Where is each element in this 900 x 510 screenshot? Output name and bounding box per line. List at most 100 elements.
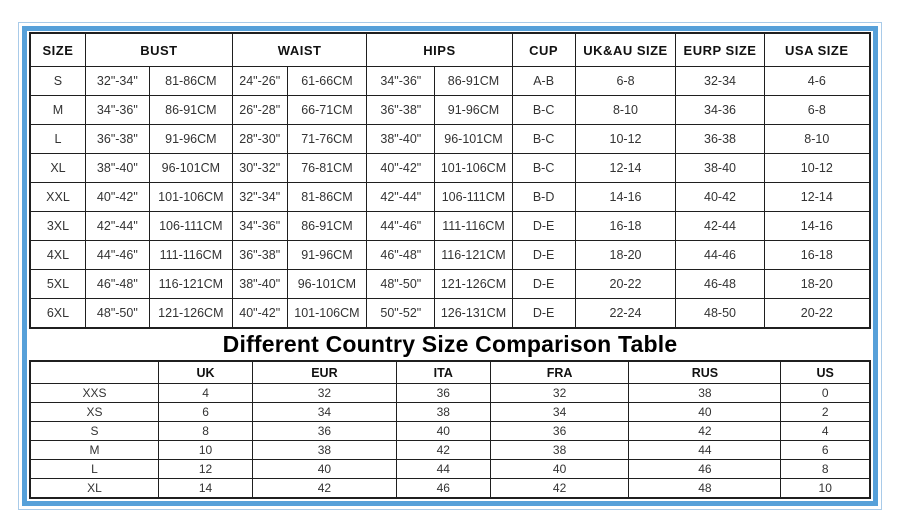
size-chart-row: 5XL 46"-48" 116-121CM 38"-40" 96-101CM 48"-50… bbox=[29, 269, 871, 299]
size-chart-cell: 4XL bbox=[29, 240, 86, 270]
comparison-cell: XS bbox=[29, 402, 160, 422]
size-chart-cell: 6XL bbox=[29, 298, 86, 329]
comparison-header-cell: EUR bbox=[252, 360, 397, 384]
size-chart-cell: XL bbox=[29, 153, 86, 183]
comparison-cell: 36 bbox=[252, 421, 397, 441]
comparison-cell: 46 bbox=[395, 478, 491, 499]
size-chart-cell: 18-20 bbox=[763, 269, 871, 299]
size-chart-cell: 34"-36" bbox=[366, 66, 436, 96]
comparison-cell: 32 bbox=[252, 383, 397, 403]
size-chart-cell: 81-86CM bbox=[148, 66, 233, 96]
size-chart-cell: 32"-34" bbox=[231, 182, 288, 212]
size-chart-cell: 96-101CM bbox=[286, 269, 368, 299]
size-chart-cell: 106-111CM bbox=[148, 211, 233, 241]
size-chart-header-cell: UK&AU SIZE bbox=[574, 32, 677, 67]
size-chart-header-cell: HIPS bbox=[366, 32, 513, 67]
size-chart-cell: 46"-48" bbox=[366, 240, 436, 270]
size-chart-cell: 48-50 bbox=[675, 298, 765, 329]
size-chart-cell: 121-126CM bbox=[148, 298, 233, 329]
size-chart-cell: 22-24 bbox=[574, 298, 677, 329]
size-chart-cell: 4-6 bbox=[763, 66, 871, 96]
size-chart-cell: 36"-38" bbox=[231, 240, 288, 270]
size-chart-row: 3XL 42"-44" 106-111CM 34"-36" 86-91CM 44"-46"… bbox=[29, 211, 871, 241]
size-chart-cell: 12-14 bbox=[574, 153, 677, 183]
size-chart-cell: 71-76CM bbox=[286, 124, 368, 154]
size-chart-cell: 14-16 bbox=[763, 211, 871, 241]
size-chart-cell: 116-121CM bbox=[148, 269, 233, 299]
size-chart-cell: 81-86CM bbox=[286, 182, 368, 212]
size-chart-cell: 6-8 bbox=[763, 95, 871, 125]
comparison-row: M 10 38 42 38 44 6 bbox=[29, 440, 871, 460]
size-chart-cell: 26"-28" bbox=[231, 95, 288, 125]
size-chart-cell: 34"-36" bbox=[84, 95, 150, 125]
size-chart-cell: 16-18 bbox=[574, 211, 677, 241]
size-chart-cell: 34-36 bbox=[675, 95, 765, 125]
size-chart-cell: 3XL bbox=[29, 211, 86, 241]
country-comparison-table: UK EUR ITA FRA RUS US XXS 4 32 36 32 38 0 XS 6 34 38 34 4… bbox=[29, 360, 871, 499]
size-chart-cell: 101-106CM bbox=[286, 298, 368, 329]
size-chart-cell: 91-96CM bbox=[286, 240, 368, 270]
size-chart-cell: 96-101CM bbox=[434, 124, 513, 154]
size-chart-cell: 40-42 bbox=[675, 182, 765, 212]
size-chart-cell: 6-8 bbox=[574, 66, 677, 96]
size-chart-cell: 101-106CM bbox=[148, 182, 233, 212]
size-chart-cell: 12-14 bbox=[763, 182, 871, 212]
size-chart-cell: S bbox=[29, 66, 86, 96]
size-chart-cell: 106-111CM bbox=[434, 182, 513, 212]
comparison-cell: 38 bbox=[489, 440, 630, 460]
comparison-table-title: Different Country Size Comparison Table bbox=[222, 331, 678, 357]
size-chart-cell: 86-91CM bbox=[286, 211, 368, 241]
size-chart-cell: 36"-38" bbox=[84, 124, 150, 154]
size-chart-cell: 86-91CM bbox=[148, 95, 233, 125]
size-chart-cell: B-C bbox=[511, 124, 576, 154]
comparison-cell: 44 bbox=[628, 440, 782, 460]
size-chart-cell: 126-131CM bbox=[434, 298, 513, 329]
size-chart-header-cell: SIZE bbox=[29, 32, 86, 67]
size-chart-header-row: SIZE BUST WAIST HIPS CUP UK&AU SIZE EURP SIZE U… bbox=[29, 32, 871, 67]
comparison-cell: 2 bbox=[780, 402, 871, 422]
comparison-cell: 42 bbox=[252, 478, 397, 499]
size-chart-cell: 20-22 bbox=[574, 269, 677, 299]
comparison-header-cell: US bbox=[780, 360, 871, 384]
comparison-header-cell: RUS bbox=[628, 360, 782, 384]
comparison-cell: 38 bbox=[628, 383, 782, 403]
comparison-cell: 8 bbox=[780, 459, 871, 479]
comparison-header-cell: FRA bbox=[489, 360, 630, 384]
comparison-cell: S bbox=[29, 421, 160, 441]
size-chart-cell: 14-16 bbox=[574, 182, 677, 212]
comparison-header-cell: ITA bbox=[395, 360, 491, 384]
comparison-cell: 36 bbox=[489, 421, 630, 441]
size-chart-cell: 111-116CM bbox=[148, 240, 233, 270]
comparison-header-cell: UK bbox=[158, 360, 254, 384]
size-chart-cell: 48"-50" bbox=[84, 298, 150, 329]
size-chart-cell: 34"-36" bbox=[231, 211, 288, 241]
comparison-cell: 40 bbox=[252, 459, 397, 479]
size-chart-cell: 8-10 bbox=[574, 95, 677, 125]
size-chart-cell: D-E bbox=[511, 298, 576, 329]
size-chart-cell: 38-40 bbox=[675, 153, 765, 183]
comparison-cell: 40 bbox=[628, 402, 782, 422]
size-chart-cell: 101-106CM bbox=[434, 153, 513, 183]
size-chart-cell: B-C bbox=[511, 95, 576, 125]
comparison-cell: 42 bbox=[628, 421, 782, 441]
size-chart-cell: 50"-52" bbox=[366, 298, 436, 329]
comparison-row: XL 14 42 46 42 48 10 bbox=[29, 478, 871, 499]
size-chart-header-cell: CUP bbox=[511, 32, 576, 67]
comparison-header-cell bbox=[29, 360, 160, 384]
comparison-cell: XL bbox=[29, 478, 160, 499]
comparison-cell: 46 bbox=[628, 459, 782, 479]
comparison-cell: 38 bbox=[252, 440, 397, 460]
size-chart-cell: 76-81CM bbox=[286, 153, 368, 183]
comparison-cell: 34 bbox=[489, 402, 630, 422]
size-chart-cell: 40"-42" bbox=[366, 153, 436, 183]
size-chart-cell: 111-116CM bbox=[434, 211, 513, 241]
size-chart-cell: 121-126CM bbox=[434, 269, 513, 299]
comparison-row: L 12 40 44 40 46 8 bbox=[29, 459, 871, 479]
comparison-cell: 44 bbox=[395, 459, 491, 479]
size-chart-row: L 36"-38" 91-96CM 28"-30" 71-76CM 38"-40" 96-1… bbox=[29, 124, 871, 154]
size-chart-cell: 5XL bbox=[29, 269, 86, 299]
comparison-cell: 14 bbox=[158, 478, 254, 499]
size-chart-cell: 96-101CM bbox=[148, 153, 233, 183]
comparison-cell: 4 bbox=[780, 421, 871, 441]
size-chart-cell: B-D bbox=[511, 182, 576, 212]
